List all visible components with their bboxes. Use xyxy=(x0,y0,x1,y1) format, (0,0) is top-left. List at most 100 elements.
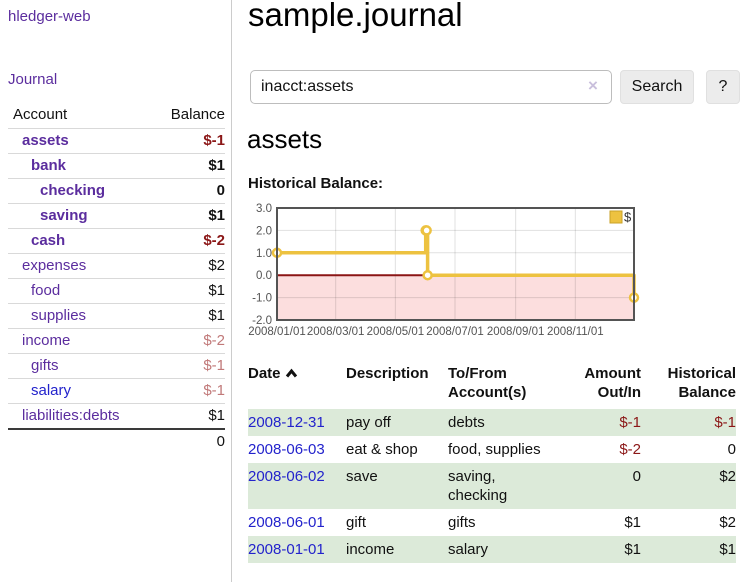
transaction-balance: $-1 xyxy=(714,414,736,431)
col-date[interactable]: Date xyxy=(248,362,346,409)
account-link[interactable]: gifts xyxy=(31,357,59,374)
col-description[interactable]: Description xyxy=(346,365,429,382)
account-balance: $-2 xyxy=(149,228,225,254)
accounts-table-header: Account Balance xyxy=(8,102,225,129)
x-tick-label: 2008/05/01 xyxy=(367,326,425,338)
account-row: food $1 xyxy=(8,278,225,304)
chart-title: Historical Balance: xyxy=(248,175,384,192)
account-row: bank $1 xyxy=(8,153,225,179)
transaction-date-link[interactable]: 2008-12-31 xyxy=(248,414,325,431)
search-form: × Search ? xyxy=(250,70,740,104)
account-row: income $-2 xyxy=(8,328,225,354)
transaction-amount: $-1 xyxy=(619,414,641,431)
transaction-date-link[interactable]: 2008-01-01 xyxy=(248,541,325,558)
clear-search-icon[interactable]: × xyxy=(588,76,598,95)
transaction-date-link[interactable]: 2008-06-01 xyxy=(248,514,325,531)
transaction-balance: 0 xyxy=(727,441,736,458)
transaction-row: 2008-12-31 pay off debts $-1 $-1 xyxy=(248,409,736,436)
transaction-row: 2008-01-01 income salary $1 $1 xyxy=(248,536,736,563)
transaction-description: pay off xyxy=(346,414,391,431)
sidebar-item-journal[interactable]: Journal xyxy=(8,71,58,88)
col-accounts[interactable]: To/From Account(s) xyxy=(448,365,527,401)
transaction-balance: $2 xyxy=(719,514,736,531)
x-tick-label: 2008/03/01 xyxy=(307,326,365,338)
account-link[interactable]: salary xyxy=(31,382,72,399)
account-link[interactable]: assets xyxy=(22,132,69,149)
x-tick-label: 2008/07/01 xyxy=(426,326,484,338)
transaction-balance: $2 xyxy=(719,468,736,485)
account-link[interactable]: food xyxy=(31,282,61,299)
account-row: saving $1 xyxy=(8,203,225,229)
search-button[interactable]: Search xyxy=(620,70,694,104)
transaction-row: 2008-06-02 save saving, checking 0 $2 xyxy=(248,463,736,509)
transaction-description: income xyxy=(346,541,395,558)
legend-label: $ xyxy=(624,210,632,225)
accounts-total-balance: 0 xyxy=(149,428,225,454)
y-tick-label: 1.0 xyxy=(256,248,272,260)
account-balance: $1 xyxy=(149,278,225,304)
page-title: sample.journal xyxy=(248,0,463,33)
transaction-row: 2008-06-01 gift gifts $1 $2 xyxy=(248,509,736,536)
transaction-description: eat & shop xyxy=(346,441,418,458)
account-link[interactable]: income xyxy=(22,332,71,349)
transaction-date-link[interactable]: 2008-06-03 xyxy=(248,441,325,458)
transaction-accounts: gifts xyxy=(448,514,476,531)
transaction-accounts: saving, checking xyxy=(448,468,508,504)
search-input[interactable] xyxy=(250,70,612,104)
legend-swatch xyxy=(609,210,623,224)
accounts-col-account: Account xyxy=(13,106,68,123)
account-link[interactable]: liabilities:debts xyxy=(22,407,120,424)
account-balance: $1 xyxy=(149,203,225,229)
x-tick-label: 2008/09/01 xyxy=(487,326,545,338)
transaction-description: save xyxy=(346,468,378,485)
y-tick-label: 2.0 xyxy=(256,225,272,237)
account-link[interactable]: saving xyxy=(40,207,88,224)
transactions-table: Date Description To/From Account(s) Amou… xyxy=(248,362,736,563)
x-tick-label: 2008/01/01 xyxy=(248,326,306,338)
account-row: supplies $1 xyxy=(8,303,225,329)
account-balance: $-1 xyxy=(149,128,225,154)
help-button[interactable]: ? xyxy=(706,70,740,104)
sort-ascending-icon xyxy=(285,365,298,384)
x-tick-label: 2008/11/01 xyxy=(547,326,604,338)
account-balance: $-1 xyxy=(149,378,225,404)
account-row: assets $-1 xyxy=(8,128,225,154)
account-balance: $1 xyxy=(149,403,225,429)
account-balance: $-1 xyxy=(149,353,225,379)
plot-border xyxy=(276,207,635,321)
account-row: gifts $-1 xyxy=(8,353,225,379)
account-balance: $2 xyxy=(149,253,225,279)
y-tick-label: 3.0 xyxy=(256,203,272,215)
transaction-accounts: food, supplies xyxy=(448,441,541,458)
transaction-row: 2008-06-03 eat & shop food, supplies $-2 0 xyxy=(248,436,736,463)
account-link[interactable]: checking xyxy=(40,182,106,199)
transaction-date-link[interactable]: 2008-06-02 xyxy=(248,468,325,485)
col-amount[interactable]: Amount Out/In xyxy=(584,365,641,401)
sidebar: hledger-web Journal Account Balance asse… xyxy=(0,0,232,582)
account-balance: $-2 xyxy=(149,328,225,354)
app-title-link[interactable]: hledger-web xyxy=(8,8,91,25)
accounts-total-row: 0 xyxy=(8,428,225,454)
data-point-marker xyxy=(421,225,432,236)
transaction-amount: $1 xyxy=(624,541,641,558)
transactions-header-row: Date Description To/From Account(s) Amou… xyxy=(248,362,736,409)
account-row: expenses $2 xyxy=(8,253,225,279)
account-link[interactable]: bank xyxy=(31,157,67,174)
account-link[interactable]: expenses xyxy=(22,257,87,274)
col-balance[interactable]: Historical Balance xyxy=(667,365,736,401)
account-link[interactable]: supplies xyxy=(31,307,87,324)
accounts-col-balance: Balance xyxy=(170,106,225,123)
y-tick-label: -1.0 xyxy=(252,293,272,305)
y-tick-label: -2.0 xyxy=(252,315,272,327)
account-balance: $1 xyxy=(149,303,225,329)
transaction-accounts: debts xyxy=(448,414,485,431)
transaction-description: gift xyxy=(346,514,367,531)
account-balance: 0 xyxy=(149,178,225,204)
account-link[interactable]: cash xyxy=(31,232,66,249)
transaction-accounts: salary xyxy=(448,541,489,558)
account-row: checking 0 xyxy=(8,178,225,204)
account-balance: $1 xyxy=(149,153,225,179)
transaction-amount: $1 xyxy=(624,514,641,531)
